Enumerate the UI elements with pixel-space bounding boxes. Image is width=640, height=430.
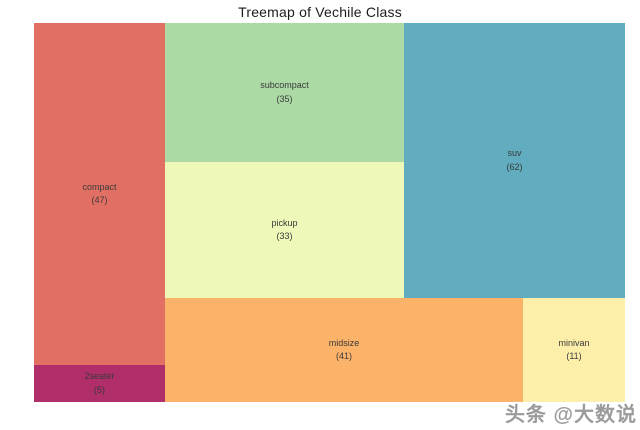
tile-value: (47) xyxy=(91,195,108,205)
treemap-tile-2seater: 2seater (5) xyxy=(34,365,165,402)
tile-value: (11) xyxy=(566,351,582,361)
tile-value: (41) xyxy=(335,351,352,361)
tile-label: subcompact xyxy=(260,80,309,91)
tile-value: (35) xyxy=(276,93,293,104)
tile-label: minivan xyxy=(558,337,590,348)
tile-label: suv xyxy=(507,148,522,159)
treemap-tile-compact: compact (47) xyxy=(34,23,165,365)
tile-value: (5) xyxy=(94,384,105,395)
tile-value: (62) xyxy=(506,161,523,172)
watermark: 头条 @大数说 xyxy=(504,404,637,426)
treemap-tile-suv: suv (62) xyxy=(404,23,625,298)
tile-label: midsize xyxy=(328,337,360,348)
treemap-tile-subcompact: subcompact (35) xyxy=(165,23,404,162)
treemap-plot: compact (47) 2seater (5) subcompact (35) picku… xyxy=(34,23,625,402)
tile-label: pickup xyxy=(271,217,298,228)
chart-title: Treemap of Vechile Class xyxy=(238,4,402,20)
tile-label: 2seater xyxy=(84,371,115,382)
treemap-tile-pickup: pickup (33) xyxy=(165,162,404,298)
treemap-tile-minivan: minivan (11) xyxy=(523,298,625,402)
tile-value: (33) xyxy=(276,231,293,241)
tile-label: compact xyxy=(82,181,117,192)
treemap-tile-midsize: midsize (41) xyxy=(165,298,523,402)
